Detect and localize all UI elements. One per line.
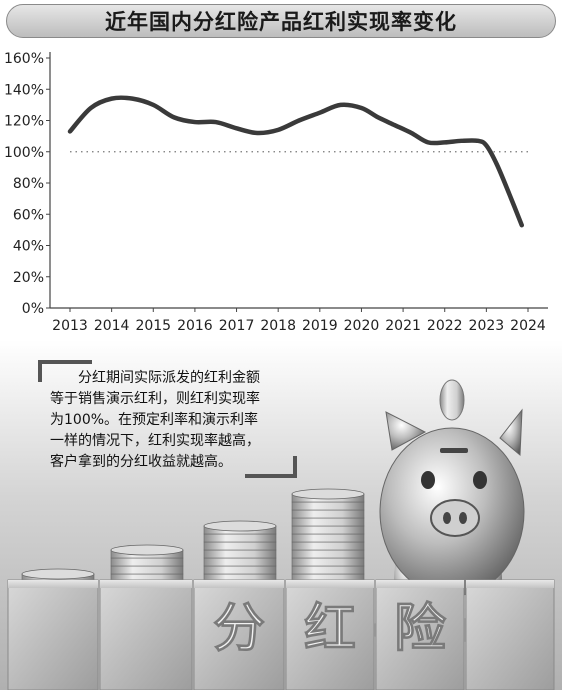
x-tick-label: 2017 (219, 318, 255, 334)
title-banner: 近年国内分红险产品红利实现率变化 (6, 4, 556, 38)
chart-title: 近年国内分红险产品红利实现率变化 (105, 10, 457, 34)
block-label: 分 (213, 599, 265, 659)
x-axis: 2013 2014 2015 2016 2017 2018 2019 2020 2021 2022… (50, 307, 548, 334)
x-tick-label: 2018 (260, 318, 296, 334)
falling-coin-icon (439, 379, 465, 421)
x-tick-label: 2013 (52, 318, 88, 334)
y-tick-label: 140% (4, 82, 44, 98)
coin-stack (110, 544, 184, 583)
y-tick-label: 60% (13, 207, 44, 223)
series-group (67, 95, 525, 228)
piggy-bank-illustration: 分红险 (0, 340, 562, 690)
caption-line: 为100%。在预定利率和演示利率 (50, 412, 259, 428)
caption-line: 分红期间实际派发的红利金额 (78, 370, 260, 386)
caption-line: 客户拿到的分红收益就越高。 (50, 454, 232, 470)
x-tick-label: 2015 (135, 318, 171, 334)
x-tick-label: 2023 (469, 318, 505, 334)
caption-text: 分红期间实际派发的红利金额等于销售演示红利，则红利实现率 为100%。在预定利率和… (50, 368, 310, 473)
y-tick-label: 80% (13, 176, 44, 192)
y-tick-label: 160% (4, 51, 44, 67)
series-line (67, 95, 525, 228)
block: 险 (375, 579, 465, 690)
x-tick-label: 2020 (344, 318, 380, 334)
blocks: 分红险 (7, 579, 555, 690)
x-tick-label: 2024 (510, 318, 546, 334)
x-tick-label: 2019 (302, 318, 338, 334)
y-tick-label: 20% (13, 270, 44, 286)
y-tick-label: 40% (13, 239, 44, 255)
y-tick-label: 120% (4, 114, 44, 130)
y-tick-label: 100% (4, 145, 44, 161)
x-tick-label: 2022 (427, 318, 463, 334)
y-tick-label: 0% (22, 301, 44, 317)
x-tick-label: 2021 (385, 318, 421, 334)
block: 红 (285, 579, 375, 690)
block-label: 险 (394, 599, 447, 659)
coin-stack (203, 520, 277, 583)
y-axis: 0% 20% 40% 60% 80% 100% 120% 140% 160% (4, 51, 51, 317)
caption-line: 一样的情况下，红利实现率越高， (50, 433, 260, 449)
block-label: 红 (304, 599, 356, 659)
x-tick-label: 2016 (177, 318, 213, 334)
coin-stacks (21, 488, 365, 583)
block: 分 (193, 579, 285, 690)
line-chart: 0%20%40%60%80%100%120%140%160% 2013 2014 2… (4, 51, 548, 334)
coin-stack (291, 488, 365, 583)
block (7, 579, 99, 690)
x-tick-label: 2014 (94, 318, 130, 334)
block (465, 579, 555, 690)
block (99, 579, 193, 690)
caption-line: 等于销售演示红利，则红利实现率 (50, 391, 260, 407)
